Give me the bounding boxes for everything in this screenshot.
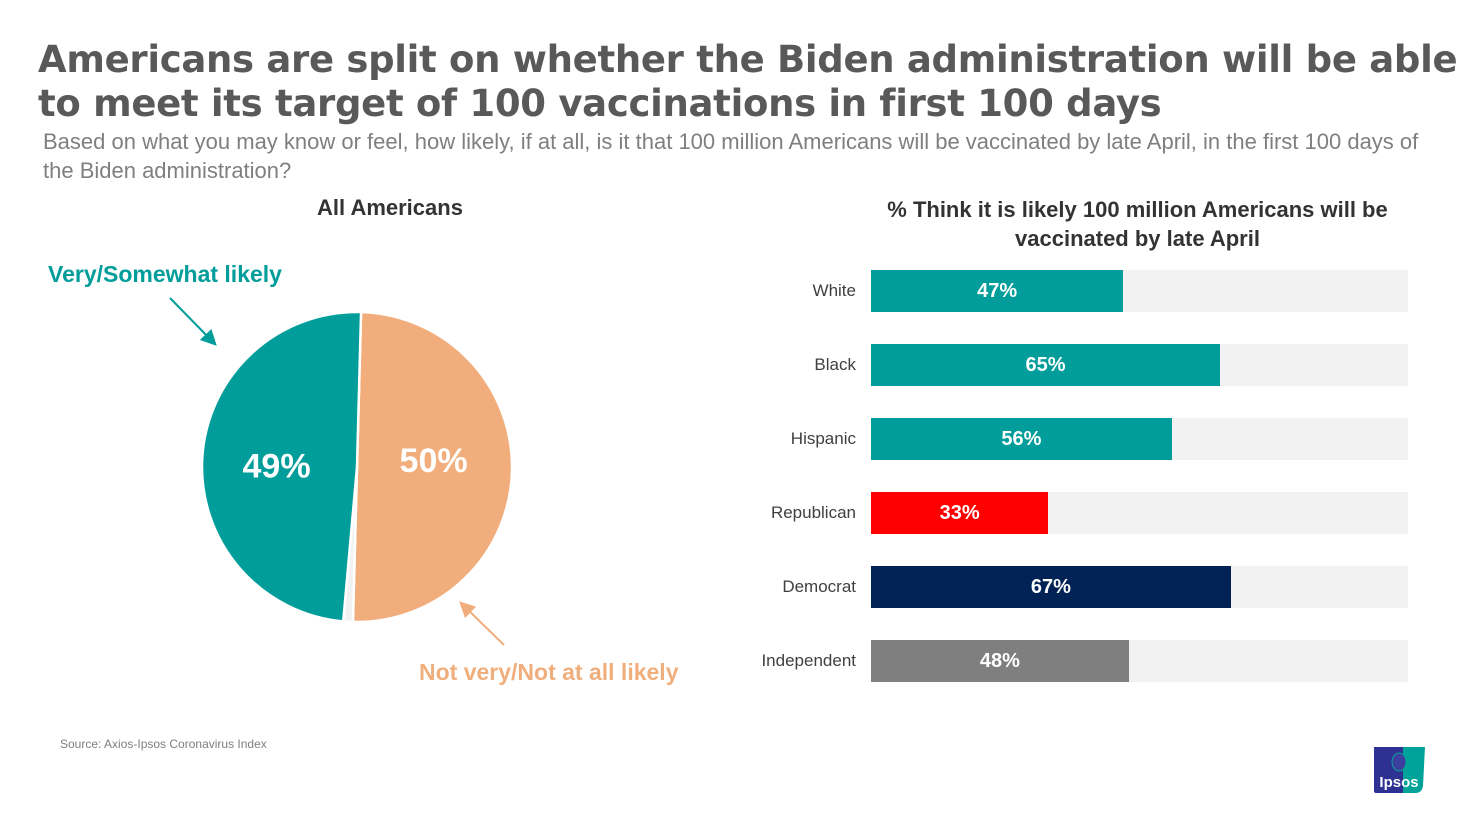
bar-white: [871, 270, 1124, 312]
ipsos-logo: Ipsos: [1374, 747, 1425, 793]
source-note: Source: Axios-Ipsos Coronavirus Index: [60, 737, 267, 751]
bar-row-white: White 47%: [740, 270, 1408, 312]
pie-chart-title: All Americans: [317, 195, 463, 220]
bar-row-independent: Independent 48%: [740, 640, 1408, 682]
bar-row-republican: Republican 33%: [740, 492, 1408, 534]
bar-category-label: Black: [814, 355, 856, 374]
bar-track: 65%: [871, 344, 1408, 386]
survey-question: Based on what you may know or feel, how …: [43, 129, 1419, 183]
pie-label-likely: 49%: [243, 447, 311, 485]
pie-chart: 49% 50%: [200, 310, 514, 624]
bar-value-label: 56%: [1001, 428, 1042, 450]
bar-value-label: 47%: [977, 280, 1018, 302]
bar-black: [871, 344, 1221, 386]
pie-slice-likely: [200, 310, 363, 623]
bar-track: 48%: [871, 640, 1408, 682]
bar-track: 67%: [871, 566, 1408, 608]
callout-likely: Very/Somewhat likely: [48, 261, 282, 287]
callout-unlikely: Not very/Not at all likely: [419, 659, 679, 685]
pie-label-unlikely: 50%: [400, 442, 468, 480]
bar-category-label: White: [812, 281, 856, 300]
bar-democrat: [871, 566, 1231, 608]
bar-track: 47%: [871, 270, 1408, 312]
bar-track: 33%: [871, 492, 1408, 534]
bar-category-label: Republican: [770, 503, 856, 522]
bar-row-hispanic: Hispanic 56%: [740, 418, 1408, 460]
bar-track: 56%: [871, 418, 1408, 460]
bar-row-democrat: Democrat 67%: [740, 566, 1408, 608]
pie-slice-unlikely: [351, 310, 514, 624]
bar-republican: [871, 492, 1049, 534]
bar-category-label: Hispanic: [790, 429, 856, 448]
page-title: Americans are split on whether the Biden…: [38, 38, 1458, 125]
bar-category-label: Democrat: [782, 577, 856, 596]
bar-independent: [871, 640, 1129, 682]
bar-category-label: Independent: [761, 651, 856, 670]
bar-hispanic: [871, 418, 1172, 460]
bar-chart-title: % Think it is likely 100 million America…: [887, 197, 1388, 251]
bar-value-label: 33%: [939, 502, 980, 524]
bar-value-label: 65%: [1025, 354, 1066, 376]
bar-row-black: Black 65%: [740, 344, 1408, 386]
bar-value-label: 48%: [979, 650, 1020, 672]
bar-value-label: 67%: [1030, 576, 1071, 598]
svg-text:Ipsos: Ipsos: [1379, 774, 1418, 791]
